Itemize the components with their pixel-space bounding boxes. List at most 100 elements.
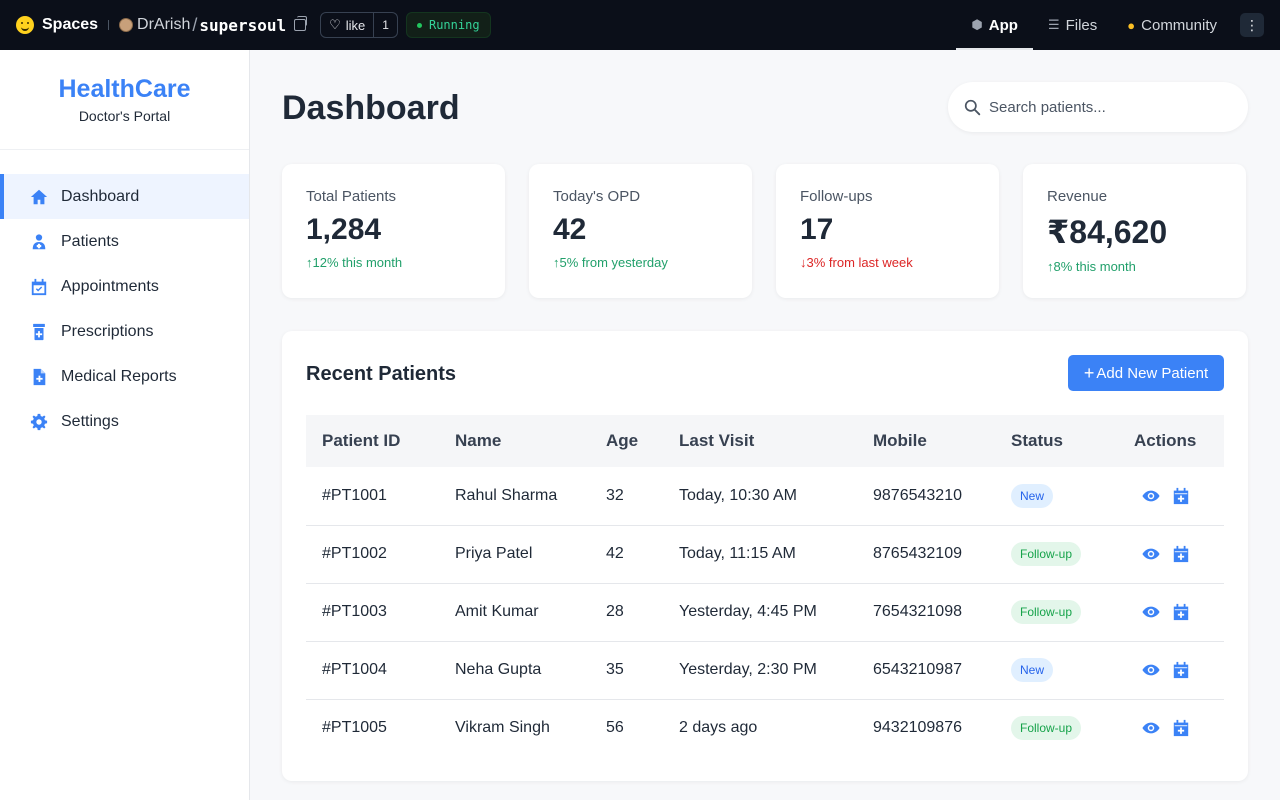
- schedule-calendar-plus-icon[interactable]: [1172, 487, 1190, 505]
- community-icon: ●: [1127, 17, 1136, 33]
- table-row[interactable]: #PT1003 Amit Kumar 28 Yesterday, 4:45 PM…: [306, 583, 1224, 641]
- view-eye-icon[interactable]: [1142, 719, 1160, 737]
- schedule-calendar-plus-icon[interactable]: [1172, 603, 1190, 621]
- stats-row: Total Patients 1,284 ↑12% this month Tod…: [282, 164, 1246, 298]
- patient-name: Amit Kumar: [455, 603, 539, 620]
- patient-age: 56: [606, 719, 624, 737]
- repo-link[interactable]: supersoul: [199, 15, 287, 35]
- sidebar-item-patients[interactable]: Patients: [0, 219, 249, 264]
- arrow-down-icon: ↓: [800, 255, 807, 270]
- add-new-patient-button[interactable]: + Add New Patient: [1068, 355, 1224, 391]
- patient-last-visit: Today, 11:15 AM: [679, 545, 796, 562]
- patients-table: Patient ID Name Age Last Visit Mobile St…: [306, 415, 1224, 757]
- sidebar-item-medical-reports[interactable]: Medical Reports: [0, 354, 249, 399]
- search-input[interactable]: [989, 98, 1229, 116]
- stat-card-follow-ups: Follow-ups 17 ↓3% from last week: [776, 164, 999, 298]
- column-header[interactable]: Last Visit: [679, 431, 755, 450]
- like-control: ♡ like 1: [320, 12, 398, 38]
- hugging-face-logo-icon[interactable]: [16, 16, 34, 34]
- stat-change: ↓3% from last week: [800, 255, 975, 270]
- sidebar-item-label: Prescriptions: [61, 322, 154, 340]
- schedule-calendar-plus-icon[interactable]: [1172, 661, 1190, 679]
- sidebar-item-settings[interactable]: Settings: [0, 399, 249, 444]
- status-cell: New: [995, 641, 1118, 699]
- stat-card-revenue: Revenue ₹84,620 ↑8% this month: [1023, 164, 1246, 298]
- patient-name: Rahul Sharma: [455, 486, 558, 504]
- status-badge: Follow-up: [1011, 600, 1082, 624]
- spaces-link[interactable]: Spaces: [42, 16, 99, 33]
- sidebar-nav: Dashboard Patients Appointments Prescrip…: [0, 150, 249, 444]
- column-header[interactable]: Actions: [1134, 431, 1197, 450]
- stat-label: Today's OPD: [553, 188, 641, 205]
- stat-change-text: 8% this month: [1053, 259, 1136, 274]
- view-eye-icon[interactable]: [1142, 545, 1160, 563]
- view-eye-icon[interactable]: [1142, 661, 1160, 679]
- arrow-up-icon: ↑: [1047, 259, 1054, 274]
- stat-value: 1,284: [306, 213, 382, 246]
- gear-icon: [30, 413, 48, 431]
- tab-app[interactable]: ⬢ App: [956, 0, 1033, 50]
- sidebar-item-label: Appointments: [61, 277, 159, 295]
- owner-avatar[interactable]: [119, 18, 134, 32]
- tab-files-label: Files: [1065, 16, 1098, 34]
- status-badge[interactable]: Running: [405, 12, 491, 38]
- table-row[interactable]: #PT1005 Vikram Singh 56 2 days ago 94321…: [306, 699, 1224, 757]
- schedule-calendar-plus-icon[interactable]: [1172, 719, 1190, 737]
- patient-icon: [30, 233, 48, 251]
- sidebar-item-dashboard[interactable]: Dashboard: [0, 174, 249, 219]
- column-header[interactable]: Name: [455, 431, 502, 450]
- patient-last-visit: Yesterday, 2:30 PM: [679, 661, 817, 678]
- sidebar-item-label: Patients: [61, 232, 119, 250]
- sidebar-item-appointments[interactable]: Appointments: [0, 264, 249, 309]
- sidebar-item-prescriptions[interactable]: Prescriptions: [0, 309, 249, 354]
- calendar-check-icon: [30, 278, 48, 296]
- patient-id: #PT1003: [322, 603, 387, 620]
- view-eye-icon[interactable]: [1142, 603, 1160, 621]
- table-row[interactable]: #PT1002 Priya Patel 42 Today, 11:15 AM 8…: [306, 525, 1224, 583]
- patient-mobile: 9876543210: [873, 486, 962, 504]
- prescription-bottle-icon: [30, 323, 48, 341]
- path-separator: /: [192, 14, 198, 35]
- stat-change: ↑5% from yesterday: [553, 255, 728, 270]
- view-eye-icon[interactable]: [1142, 487, 1160, 505]
- schedule-calendar-plus-icon[interactable]: [1172, 545, 1190, 563]
- stat-change-text: 12% this month: [312, 255, 403, 270]
- like-button[interactable]: ♡ like: [321, 13, 373, 37]
- table-row[interactable]: #PT1004 Neha Gupta 35 Yesterday, 2:30 PM…: [306, 641, 1224, 699]
- stat-change: ↑12% this month: [306, 255, 481, 270]
- table-row[interactable]: #PT1001 Rahul Sharma 32 Today, 10:30 AM …: [306, 467, 1224, 525]
- column-header[interactable]: Patient ID: [322, 431, 401, 450]
- divider: [108, 20, 110, 30]
- stat-label: Revenue: [1047, 188, 1108, 205]
- more-options-button[interactable]: ⋮: [1240, 13, 1264, 37]
- search-box[interactable]: [948, 82, 1248, 132]
- patient-age: 35: [606, 661, 624, 678]
- brand-name[interactable]: HealthCare: [58, 75, 191, 103]
- files-icon: ☰: [1047, 17, 1060, 32]
- owner-link[interactable]: DrArish: [137, 16, 191, 33]
- status-cell: Follow-up: [995, 699, 1118, 757]
- status-cell: New: [995, 467, 1118, 525]
- actions-cell: [1118, 583, 1224, 641]
- actions-cell: [1118, 699, 1224, 757]
- column-header[interactable]: Status: [1011, 431, 1063, 450]
- column-header[interactable]: Age: [606, 431, 639, 450]
- recent-patients-panel: Recent Patients + Add New Patient Patient…: [282, 331, 1248, 781]
- stat-value: ₹84,620: [1047, 214, 1168, 250]
- like-count[interactable]: 1: [373, 13, 397, 37]
- tab-files[interactable]: ☰ Files: [1033, 0, 1112, 50]
- status-cell: Follow-up: [995, 583, 1118, 641]
- patient-id: #PT1002: [322, 545, 387, 562]
- plus-icon: +: [1083, 363, 1095, 383]
- tab-community[interactable]: ● Community: [1112, 0, 1232, 50]
- patient-last-visit: Today, 10:30 AM: [679, 486, 797, 504]
- tab-app-label: App: [988, 16, 1018, 34]
- tab-community-label: Community: [1141, 16, 1217, 34]
- column-header[interactable]: Mobile: [873, 431, 927, 450]
- patient-name: Priya Patel: [455, 545, 533, 562]
- stat-label: Follow-ups: [800, 188, 873, 205]
- patient-id: #PT1005: [322, 719, 387, 737]
- status-badge: New: [1011, 658, 1054, 682]
- patient-name: Neha Gupta: [455, 661, 542, 678]
- copy-icon[interactable]: [294, 16, 308, 31]
